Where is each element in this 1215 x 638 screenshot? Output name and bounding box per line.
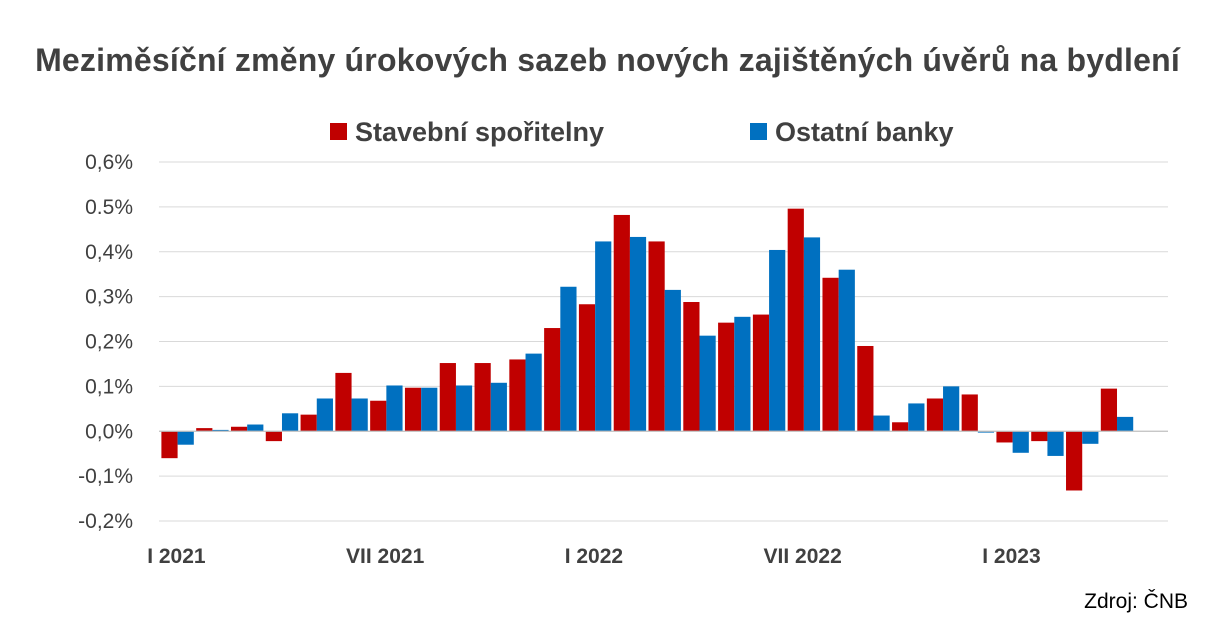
chart-title: Meziměsíční změny úrokových sazeb nových… xyxy=(35,42,1180,78)
bar-stavebni-sporitelny xyxy=(683,302,700,432)
bar-stavebni-sporitelny xyxy=(404,387,422,432)
y-tick-label: -0,1% xyxy=(78,465,133,488)
bar-ostatni-banky xyxy=(247,424,264,432)
bar-ostatni-banky xyxy=(560,286,577,432)
bar-stavebni-sporitelny xyxy=(822,277,839,432)
bar-stavebni-sporitelny xyxy=(857,345,874,432)
bar-stavebni-sporitelny xyxy=(265,431,282,442)
x-tick-label: VII 2022 xyxy=(764,545,842,568)
x-axis-tick-labels: I 2021 VII 2021 I 2022 VII 2022 I 2023 xyxy=(147,545,1040,568)
bar-ostatni-banky xyxy=(316,398,333,432)
source-note: Zdroj: ČNB xyxy=(1084,590,1188,613)
bar-stavebni-sporitelny xyxy=(718,322,735,432)
y-tick-label: 0,3% xyxy=(85,286,133,309)
y-tick-label: 0,4% xyxy=(85,241,133,264)
bar-ostatni-banky xyxy=(838,269,855,432)
bar-stavebni-sporitelny xyxy=(892,422,909,432)
bar-stavebni-sporitelny xyxy=(300,414,317,432)
legend-swatch xyxy=(750,123,767,140)
bars xyxy=(161,208,1134,491)
bar-stavebni-sporitelny xyxy=(613,214,630,432)
bar-stavebni-sporitelny xyxy=(544,328,561,432)
bar-ostatni-banky xyxy=(803,237,821,432)
bar-ostatni-banky xyxy=(1012,431,1029,453)
x-tick-label: I 2022 xyxy=(565,545,623,568)
bar-ostatni-banky xyxy=(490,382,507,432)
bar-ostatni-banky xyxy=(455,385,473,432)
bar-ostatni-banky xyxy=(873,415,890,432)
bar-ostatni-banky xyxy=(977,431,995,433)
bar-stavebni-sporitelny xyxy=(1031,431,1048,442)
legend-label: Ostatní banky xyxy=(775,117,954,147)
bar-stavebni-sporitelny xyxy=(996,431,1013,443)
bar-ostatni-banky xyxy=(699,335,716,432)
bar-stavebni-sporitelny xyxy=(1066,431,1083,491)
bar-ostatni-banky xyxy=(386,385,403,432)
bar-stavebni-sporitelny xyxy=(752,314,770,432)
bar-ostatni-banky xyxy=(351,398,368,432)
bar-stavebni-sporitelny xyxy=(474,363,491,432)
bar-ostatni-banky xyxy=(664,289,681,432)
legend-swatch xyxy=(330,123,347,140)
y-tick-label: 0,0% xyxy=(85,420,133,443)
bar-stavebni-sporitelny xyxy=(787,208,804,432)
bar-ostatni-banky xyxy=(943,386,960,432)
bar-ostatni-banky xyxy=(908,403,925,432)
bar-ostatni-banky xyxy=(734,316,751,432)
bar-ostatni-banky xyxy=(177,431,194,445)
bar-stavebni-sporitelny xyxy=(926,398,944,432)
bar-ostatni-banky xyxy=(595,241,612,432)
x-tick-label: I 2021 xyxy=(147,545,206,568)
y-tick-label: 0,2% xyxy=(85,331,133,354)
bar-ostatni-banky xyxy=(1117,416,1134,432)
y-tick-label: 0.5% xyxy=(85,196,133,219)
bar-stavebni-sporitelny xyxy=(335,372,352,432)
y-axis-tick-labels: -0,2% -0,1% 0,0% 0,1% 0,2% 0,3% 0,4% 0.5% 0,6% xyxy=(78,151,133,533)
legend-label: Stavební spořitelny xyxy=(355,117,604,147)
bar-stavebni-sporitelny xyxy=(509,359,526,432)
bar-ostatni-banky xyxy=(629,236,647,432)
bar-ostatni-banky xyxy=(421,387,438,432)
bar-stavebni-sporitelny xyxy=(961,394,978,432)
bar-ostatni-banky xyxy=(281,413,299,432)
bar-stavebni-sporitelny xyxy=(578,304,596,432)
bar-stavebni-sporitelny xyxy=(439,363,456,432)
bar-ostatni-banky xyxy=(212,429,229,432)
bar-ostatni-banky xyxy=(525,353,542,432)
x-tick-label: VII 2021 xyxy=(346,545,425,568)
bar-stavebni-sporitelny xyxy=(196,428,213,432)
bar-ostatni-banky xyxy=(769,249,786,432)
bar-ostatni-banky xyxy=(1082,431,1099,444)
y-tick-label: 0,1% xyxy=(85,375,133,398)
legend: Stavební spořitelny Ostatní banky xyxy=(330,117,954,147)
x-tick-label: I 2023 xyxy=(982,545,1040,568)
bar-stavebni-sporitelny xyxy=(370,400,387,432)
bar-stavebni-sporitelny xyxy=(1100,388,1118,432)
bar-stavebni-sporitelny xyxy=(161,431,178,459)
bar-ostatni-banky xyxy=(1047,431,1064,456)
bar-stavebni-sporitelny xyxy=(230,426,248,432)
bar-stavebni-sporitelny xyxy=(648,241,665,432)
y-tick-label: -0,2% xyxy=(78,510,133,533)
y-tick-label: 0,6% xyxy=(85,151,133,174)
